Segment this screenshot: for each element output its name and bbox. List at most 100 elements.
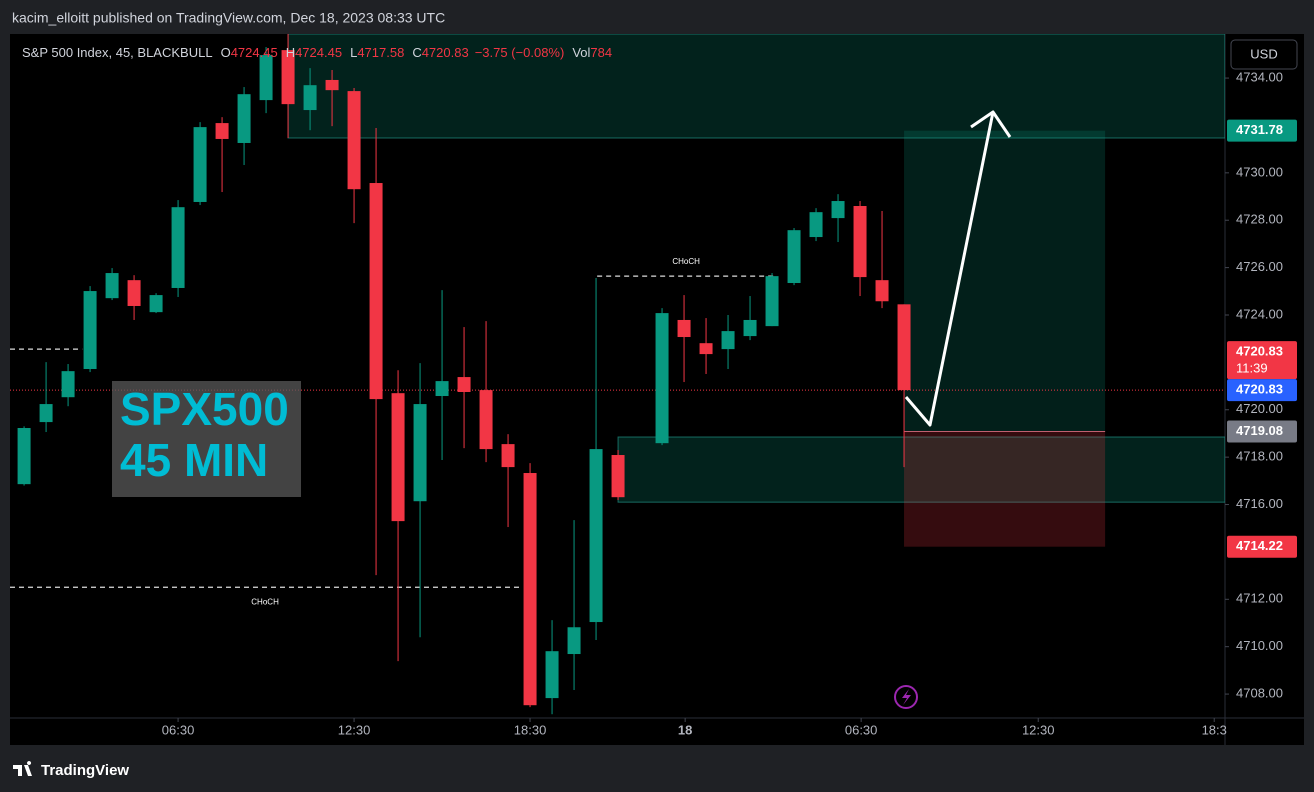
candle-body xyxy=(523,473,537,706)
arrow xyxy=(904,111,995,427)
candle-body xyxy=(61,371,75,398)
candle-body xyxy=(83,291,97,370)
candle-body xyxy=(809,212,823,238)
candle-body xyxy=(127,280,141,306)
price-tag xyxy=(1227,379,1297,402)
legend-item: Vol xyxy=(572,45,590,60)
legend-item: O xyxy=(221,45,231,60)
candle-body xyxy=(391,393,405,522)
candle-body xyxy=(655,313,669,444)
publisher-note: kacim_elloitt published on TradingView.c… xyxy=(12,10,445,26)
y-tick-label: 4708.00 xyxy=(1236,686,1283,701)
price-tag xyxy=(1227,420,1297,443)
x-tick-label: 18 xyxy=(678,722,692,737)
legend-item: 4720.83 xyxy=(422,45,469,60)
x-tick-label: 18:3 xyxy=(1202,722,1227,737)
currency-button[interactable] xyxy=(1230,39,1298,70)
price-tag xyxy=(1227,341,1297,380)
zone xyxy=(617,436,1225,503)
candle-body xyxy=(545,651,559,699)
level-label: CHoCH xyxy=(251,597,279,606)
annotation-box xyxy=(112,381,301,497)
plot: CHoCH CHoCH xyxy=(10,34,1225,715)
candle-body xyxy=(105,273,119,299)
candle-body xyxy=(897,304,911,391)
price-tag-label: 4720.83 xyxy=(1236,344,1283,359)
x-tick-label: 18:30 xyxy=(514,722,547,737)
price-tag-label: 4720.83 xyxy=(1236,382,1283,397)
y-tick-label: 4716.00 xyxy=(1236,496,1283,511)
position-stop-zone xyxy=(904,431,1106,547)
alert-icon[interactable] xyxy=(894,685,918,709)
legend-item: 4724.45 xyxy=(231,45,278,60)
price-tag-label: 4719.08 xyxy=(1236,423,1283,438)
legend-item: H xyxy=(286,45,295,60)
annotation-text: 45 MIN xyxy=(120,434,268,486)
candle-body xyxy=(237,94,251,143)
legend-item: 784 xyxy=(590,45,612,60)
y-tick-label: 4712.00 xyxy=(1236,591,1283,606)
candle-body xyxy=(369,183,383,400)
y-tick-label: 4726.00 xyxy=(1236,259,1283,274)
brand-logo xyxy=(13,761,32,776)
brand: TradingView xyxy=(41,762,129,779)
candle-body xyxy=(193,127,207,202)
candle-body xyxy=(567,627,581,655)
candle-body xyxy=(765,276,779,327)
candle-body xyxy=(171,207,185,288)
candle-body xyxy=(347,91,361,190)
candle-body xyxy=(787,230,801,284)
price-tag-label: 4731.78 xyxy=(1236,122,1283,137)
candle-body xyxy=(589,449,603,623)
x-tick-label: 12:30 xyxy=(338,722,371,737)
price-countdown: 11:39 xyxy=(1236,361,1268,376)
candle-body xyxy=(721,331,735,350)
candle-body xyxy=(479,390,493,450)
x-tick-label: 06:30 xyxy=(845,722,878,737)
annotation-text: SPX500 xyxy=(120,383,289,435)
legend-item: 4724.45 xyxy=(295,45,342,60)
y-tick-label: 4710.00 xyxy=(1236,638,1283,653)
candle-body xyxy=(281,50,295,105)
y-tick-label: 4728.00 xyxy=(1236,212,1283,227)
candle-body xyxy=(413,404,427,502)
candle-body xyxy=(853,206,867,278)
candle-body xyxy=(259,55,273,101)
candle-body xyxy=(875,280,889,302)
x-tick-label: 06:30 xyxy=(162,722,195,737)
legend-item: C xyxy=(412,45,421,60)
y-tick-label: 4720.00 xyxy=(1236,401,1283,416)
candle-body xyxy=(699,343,713,355)
alert-bolt xyxy=(902,689,911,705)
legend: S&P 500 Index, 45, BLACKBULL O4724.45 H472… xyxy=(22,45,612,60)
legend-item: L xyxy=(350,45,357,60)
y-tick-label: 4734.00 xyxy=(1236,70,1283,85)
candle-body xyxy=(457,377,471,392)
price-tag xyxy=(1227,119,1297,142)
price-tag xyxy=(1227,535,1297,558)
candle-body xyxy=(39,404,53,423)
currency-label: USD xyxy=(1250,46,1277,61)
candle-body xyxy=(831,201,845,219)
candle-body xyxy=(611,455,625,498)
candle-body xyxy=(303,85,317,111)
y-tick-label: 4718.00 xyxy=(1236,449,1283,464)
y-tick-label: 4724.00 xyxy=(1236,306,1283,321)
candle-body xyxy=(677,319,691,338)
candle-body xyxy=(17,428,31,485)
candle-body xyxy=(325,79,339,91)
level-label: CHoCH xyxy=(672,257,700,266)
candle-body xyxy=(501,444,515,468)
candle-body xyxy=(149,295,163,313)
legend-item: S&P 500 Index, 45, BLACKBULL xyxy=(22,45,213,60)
candle-body xyxy=(743,319,757,337)
candle-body xyxy=(215,123,229,139)
candle-body xyxy=(435,381,449,397)
legend-item: 4717.58 xyxy=(357,45,404,60)
position-target-zone xyxy=(904,130,1106,432)
arrow-head xyxy=(970,110,1012,138)
y-tick-label: 4730.00 xyxy=(1236,164,1283,179)
x-tick-label: 12:30 xyxy=(1022,722,1055,737)
